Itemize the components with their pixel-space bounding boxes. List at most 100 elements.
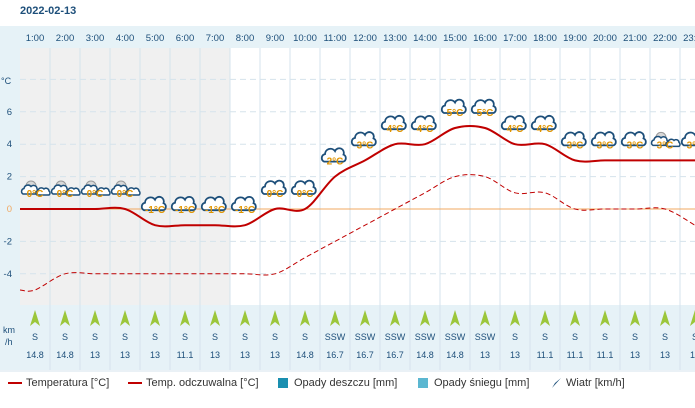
wind-arrow-icon	[600, 310, 610, 326]
cloud-icon	[380, 114, 407, 131]
hour-label: 15:00	[443, 33, 467, 44]
cloud-shape	[590, 131, 617, 147]
cloud-shape	[320, 147, 347, 163]
legend-rain[interactable]: Opady deszczu [mm]	[278, 377, 397, 389]
wind-direction-label: S	[662, 332, 668, 342]
wind-arrow-icon	[660, 310, 670, 326]
hour-label: 22:00	[653, 33, 677, 44]
hour-label: 11:00	[323, 33, 346, 44]
wind-arrow-icon	[510, 310, 520, 326]
wind-speed-label: 11.1	[537, 350, 554, 360]
legend-snow[interactable]: Opady śniegu [mm]	[418, 377, 529, 389]
rain-swatch-icon	[278, 378, 288, 389]
legend-temperature[interactable]: Temperatura [°C]	[8, 377, 109, 389]
axis-panel	[0, 26, 20, 370]
wind-arrow-icon	[480, 310, 490, 326]
wind-arrow-icon	[120, 310, 130, 326]
wind-direction-label: S	[512, 332, 518, 342]
temperature-label: -1°C	[235, 205, 255, 216]
temperature-label: 5°C	[447, 108, 464, 119]
cloud-icon	[170, 195, 197, 212]
y-axis-tick-label: 2	[7, 172, 12, 183]
wind-arrow-icon	[90, 310, 100, 326]
cloud-shape	[680, 131, 695, 147]
legend-snow-label: Opady śniegu [mm]	[434, 377, 530, 389]
hour-label: 21:00	[623, 33, 647, 44]
hour-label: 6:00	[176, 33, 195, 44]
cloud-shape	[170, 195, 197, 212]
temperature-label: 4°C	[537, 124, 554, 135]
hour-label: 2:00	[56, 33, 75, 44]
wind-direction-label: S	[152, 332, 158, 342]
wind-speed-label: 13	[150, 350, 160, 360]
cloud-shape	[200, 195, 227, 212]
wind-arrow-icon	[330, 310, 340, 326]
hour-label: 3:00	[86, 33, 105, 44]
cloud-shape	[560, 131, 587, 147]
wind-direction-label: S	[62, 332, 68, 342]
wind-direction-label: S	[182, 332, 188, 342]
wind-axis-unit-label: km	[3, 325, 15, 335]
hour-label: 1:00	[26, 33, 45, 44]
wind-speed-label: 13	[90, 350, 100, 360]
wind-direction-label: S	[572, 332, 578, 342]
wind-direction-label: S	[302, 332, 308, 342]
wind-arrow-icon	[540, 310, 550, 326]
legend-feels-like[interactable]: Temp. odczuwalna [°C]	[128, 377, 259, 389]
wind-speed-label: 13	[120, 350, 130, 360]
partly-cloudy-night-icon	[110, 180, 141, 196]
wind-panel	[20, 305, 695, 370]
legend-wind-label: Wiatr [km/h]	[566, 377, 625, 389]
wind-direction-label: S	[272, 332, 278, 342]
cloud-icon	[200, 195, 227, 212]
partly-cloudy-night-icon	[80, 180, 111, 196]
temperature-label: 0°C	[27, 189, 44, 200]
cloud-icon	[680, 131, 695, 147]
wind-direction-label: SSW	[385, 332, 406, 342]
temperature-label: 5°C	[477, 108, 494, 119]
chart-background	[0, 26, 695, 370]
cloud-shape	[500, 114, 527, 131]
wind-arrow-icon	[570, 310, 580, 326]
hour-label: 16:00	[473, 33, 497, 44]
hour-label: 7:00	[206, 33, 225, 44]
hour-label: 5:00	[146, 33, 165, 44]
wind-arrow-icon	[240, 310, 250, 326]
wind-speed-label: 11.1	[597, 350, 614, 360]
cloud-shape	[350, 131, 377, 147]
hour-header	[20, 26, 695, 48]
wind-speed-label: 13	[510, 350, 520, 360]
y-axis-tick-label: 4	[7, 139, 12, 150]
wind-speed-label: 14.8	[416, 350, 434, 360]
temperature-label: 0°C	[87, 189, 104, 200]
wind-arrow-icon	[60, 310, 70, 326]
temperature-label: 4°C	[387, 124, 404, 135]
wind-arrow-icon	[630, 310, 640, 326]
wind-direction-label: S	[692, 332, 695, 342]
wind-speed-label: 11.1	[567, 350, 584, 360]
wind-speed-label: 14.8	[56, 350, 74, 360]
wind-speed-label: 14.8	[26, 350, 44, 360]
wind-speed-label: 11.1	[177, 350, 194, 360]
legend-wind[interactable]: Wiatr [km/h]	[550, 377, 625, 389]
wind-row: km/h S 14.8 S 14.8 S 13 S 13 S 13 S 11.1 S 13 S 13 S 13 S 14…	[3, 310, 695, 360]
wind-arrow-icon	[450, 310, 460, 326]
weather-chart: 0°C 0°C 0°C 0°C-1°C -1°C -1°C -1°C0°C 0°C2°C3°C…	[0, 26, 695, 372]
temperature-label: 3°C	[657, 140, 674, 151]
wind-arrow-icon	[690, 310, 695, 326]
solid-line-icon	[8, 382, 22, 385]
partly-cloudy-night-icon	[650, 131, 681, 148]
cloud-shape	[125, 187, 141, 196]
legend-rain-label: Opady deszczu [mm]	[294, 377, 398, 389]
cloud-icon	[230, 195, 257, 212]
cloud-icon	[620, 131, 647, 147]
line-icon	[128, 382, 142, 385]
cloud-icon	[440, 98, 467, 114]
temperature-label: -1°C	[145, 205, 165, 216]
cloud-shape	[140, 195, 167, 212]
temperature-label: 0°C	[297, 189, 314, 200]
feels-like-series	[19, 174, 695, 292]
y-axis-tick-label: 6	[7, 107, 12, 118]
temperature-label: 3°C	[627, 140, 644, 151]
wind-speed-label: 16.7	[386, 350, 404, 360]
